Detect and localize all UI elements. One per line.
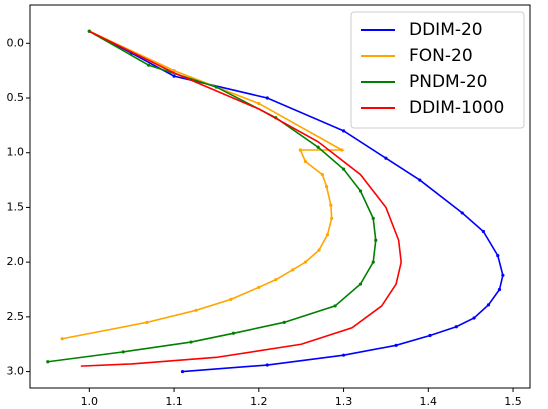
y-tick-label: 1.0 <box>7 146 25 159</box>
point <box>358 282 363 286</box>
point <box>341 129 346 133</box>
point <box>325 233 330 237</box>
x-tick-label: 1.0 <box>81 395 99 408</box>
point <box>274 278 278 282</box>
point <box>303 260 308 264</box>
legend-label: DDIM-20 <box>409 20 483 40</box>
point <box>329 203 333 207</box>
series-line <box>62 30 345 340</box>
point <box>265 363 269 367</box>
point <box>394 343 398 347</box>
point <box>486 303 491 307</box>
point <box>257 101 261 106</box>
point <box>229 297 233 301</box>
legend-label: FON-20 <box>409 46 473 66</box>
legend-label: DDIM-1000 <box>409 98 504 118</box>
point <box>46 360 50 364</box>
y-tick-label: 0.5 <box>7 91 25 104</box>
point <box>340 148 344 152</box>
x-tick-label: 1.3 <box>335 395 353 408</box>
point <box>121 350 125 354</box>
point <box>303 159 308 164</box>
point <box>384 156 388 160</box>
point <box>330 216 334 220</box>
x-tick-label: 1.5 <box>504 395 522 408</box>
point <box>374 238 378 242</box>
point <box>501 273 505 277</box>
y-tick-label: 1.5 <box>7 200 25 213</box>
point <box>317 248 321 252</box>
point <box>265 96 269 100</box>
point <box>180 369 185 374</box>
point <box>341 167 346 171</box>
legend-label: PNDM-20 <box>409 72 488 92</box>
point <box>60 337 64 341</box>
point <box>282 320 286 324</box>
point <box>194 308 198 312</box>
point <box>316 145 320 149</box>
point <box>147 63 151 67</box>
y-tick-label: 0.0 <box>7 36 25 49</box>
x-tick-label: 1.4 <box>420 395 438 408</box>
y-tick-label: 2.0 <box>7 255 25 268</box>
y-tick-label: 2.5 <box>7 310 25 323</box>
point <box>214 85 219 89</box>
point <box>325 185 329 189</box>
point <box>257 285 261 289</box>
series-line <box>88 30 504 373</box>
x-tick-label: 1.2 <box>250 395 268 408</box>
point <box>497 287 502 292</box>
point <box>460 211 464 215</box>
point <box>291 268 295 272</box>
point <box>472 316 476 320</box>
point <box>358 189 363 193</box>
series-line <box>80 30 402 367</box>
point <box>371 260 375 264</box>
point <box>454 325 458 329</box>
legend-box <box>350 11 525 129</box>
point <box>298 148 302 152</box>
point <box>341 353 346 357</box>
point <box>320 173 324 177</box>
point <box>481 229 485 234</box>
point <box>172 74 176 78</box>
plot-frame <box>29 4 531 389</box>
point <box>231 331 235 335</box>
point <box>333 304 337 308</box>
point <box>371 216 375 220</box>
point <box>172 69 176 73</box>
x-tick-label: 1.1 <box>165 395 183 408</box>
point <box>189 340 193 344</box>
point <box>496 253 500 258</box>
point <box>428 333 432 338</box>
point <box>145 320 149 324</box>
point <box>418 178 422 182</box>
y-tick-label: 3.0 <box>7 365 25 378</box>
